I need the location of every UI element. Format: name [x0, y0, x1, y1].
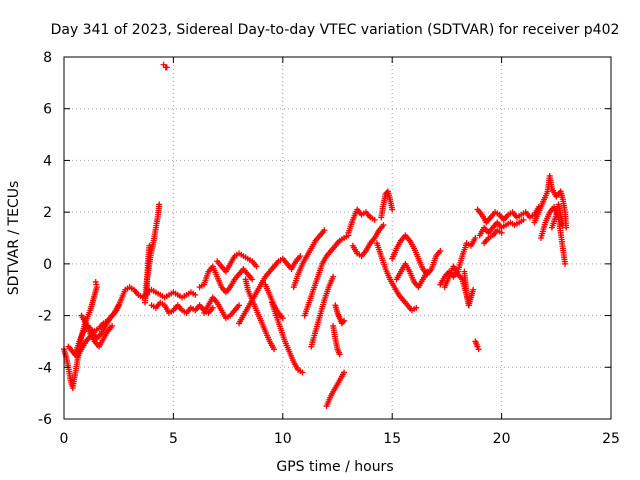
axis-ticks [63, 56, 612, 420]
y-axis-title: SDTVAR / TECUs [6, 181, 22, 296]
y-tick-label: -6 [38, 412, 52, 428]
data-point [192, 291, 199, 298]
data-point [380, 222, 387, 229]
x-tick-label: 5 [169, 431, 178, 447]
data-point [413, 304, 420, 311]
data-point [92, 278, 99, 285]
data-point [339, 319, 346, 326]
tick-labels: 0 5 10 15 20 25 -6 -4 -2 0 2 4 6 8 [38, 50, 620, 447]
data-point [115, 302, 122, 309]
data-point [341, 317, 348, 324]
data-point [236, 302, 243, 309]
data-point [271, 346, 278, 353]
y-tick-label: 6 [43, 102, 52, 118]
data-point [209, 304, 216, 311]
data-point [299, 369, 306, 376]
y-tick-label: 0 [43, 257, 52, 273]
chart-title: Day 341 of 2023, Sidereal Day-to-day VTE… [51, 22, 620, 38]
data-point [563, 224, 570, 231]
data-point [424, 268, 431, 275]
data-point [475, 346, 482, 353]
x-tick-label: 15 [383, 431, 401, 447]
data-point [389, 206, 396, 213]
plot-frame [63, 56, 612, 420]
data-point [562, 260, 569, 267]
x-axis-title: GPS time / hours [276, 459, 393, 475]
y-tick-label: 2 [43, 205, 52, 221]
data-point [371, 216, 378, 223]
data-point [156, 201, 163, 208]
data-point [336, 351, 343, 358]
data-point [559, 222, 566, 229]
data-point [297, 253, 304, 260]
x-tick-label: 20 [493, 431, 511, 447]
data-point [437, 247, 444, 254]
y-tick-label: 4 [43, 153, 52, 169]
grid-lines [64, 57, 611, 419]
y-tick-label: -2 [38, 309, 52, 325]
data-point [498, 229, 505, 236]
data-point [520, 216, 527, 223]
x-tick-label: 10 [274, 431, 292, 447]
y-tick-label: -4 [38, 360, 52, 376]
data-point [163, 64, 170, 71]
data-point [109, 322, 116, 329]
data-point [253, 263, 260, 270]
data-point [321, 227, 328, 234]
data-point [341, 369, 348, 376]
data-point [330, 273, 337, 280]
data-point [249, 276, 256, 283]
data-point [146, 242, 153, 249]
y-tick-label: 8 [43, 50, 52, 66]
data-point [279, 315, 286, 322]
data-points [61, 61, 570, 410]
data-point [472, 235, 479, 241]
x-tick-label: 25 [602, 431, 620, 447]
data-point [470, 286, 477, 293]
x-tick-label: 0 [60, 431, 69, 447]
